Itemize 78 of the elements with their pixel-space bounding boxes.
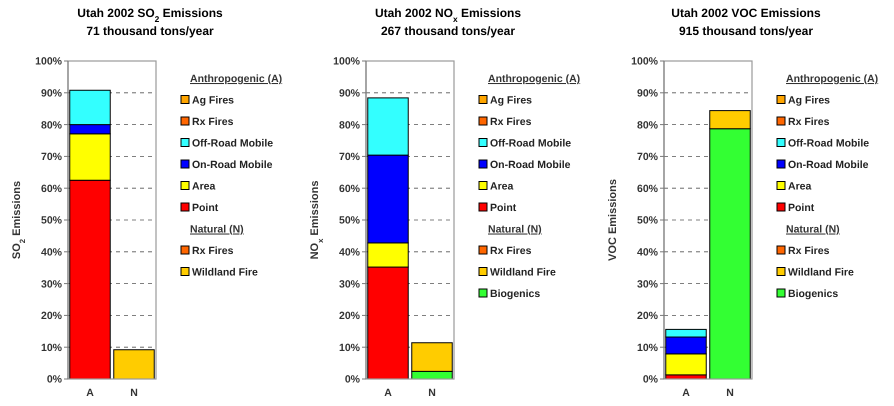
y-tick-label: 40%	[338, 246, 361, 258]
y-tick-label: 80%	[636, 119, 659, 132]
chart-title: Utah 2002 SO$_{2}$ Emissions	[77, 6, 224, 24]
legend-label: Rx Fires	[490, 116, 532, 128]
legend-label: Off-Road Mobile	[490, 138, 572, 150]
x-tick-label: A	[384, 387, 392, 399]
x-tick-label: A	[682, 387, 690, 399]
y-tick-label: 50%	[338, 214, 361, 227]
legend-label: Ag Fires	[192, 94, 234, 106]
x-tick-label: N	[130, 387, 138, 399]
legend-label: Biogenics	[788, 288, 838, 300]
y-tick-label: 0%	[46, 374, 63, 386]
y-tick-label: 10%	[338, 342, 361, 354]
text: Natural (N)	[488, 224, 542, 236]
y-tick-label: 90%	[338, 87, 361, 100]
chart-subtitle: 71 thousand tons/year	[86, 24, 214, 38]
y-tick-label: 10%	[636, 342, 659, 354]
y-tick-label: 30%	[338, 278, 361, 290]
y-tick-label: 70%	[338, 151, 361, 164]
legend-label: Off-Road Mobile	[192, 138, 274, 150]
y-tick-label: 80%	[40, 119, 63, 132]
chart-title: Utah 2002 NO$_{x}$ Emissions	[374, 6, 522, 24]
legend-label: Area	[192, 180, 216, 192]
y-tick-label: 10%	[40, 342, 63, 354]
y-tick-label: 20%	[40, 310, 63, 322]
y-tick-label: 20%	[338, 310, 361, 322]
text: Natural (N)	[786, 224, 840, 236]
y-tick-label: 80%	[338, 119, 361, 132]
legend-label: Rx Fires	[490, 245, 532, 257]
y-tick-label: 100%	[631, 56, 659, 68]
text: Anthropogenic (A)	[786, 73, 878, 85]
x-tick-label: N	[726, 387, 734, 399]
text: Natural (N)	[190, 224, 244, 236]
y-tick-label: 70%	[40, 151, 63, 164]
legend-label: Off-Road Mobile	[788, 138, 870, 150]
legend-label: Point	[788, 202, 815, 214]
y-tick-label: 60%	[40, 182, 63, 195]
y-tick-label: 70%	[636, 151, 659, 164]
legend-label: Biogenics	[490, 288, 540, 300]
y-tick-label: 100%	[35, 56, 63, 68]
y-tick-label: 60%	[636, 182, 659, 195]
chart-subtitle: 915 thousand tons/year	[678, 24, 814, 38]
y-tick-label: 0%	[642, 374, 659, 386]
y-tick-label: 90%	[40, 87, 63, 100]
legend-label: Point	[490, 202, 517, 214]
y-tick-label: 40%	[40, 246, 63, 258]
y-tick-label: 60%	[338, 182, 361, 195]
y-tick-label: 50%	[40, 214, 63, 227]
chart-subtitle: 267 thousand tons/year	[380, 24, 516, 38]
legend-label: Wildland Fire	[788, 266, 854, 278]
legend-label: On-Road Mobile	[788, 159, 869, 171]
y-tick-label: 90%	[636, 87, 659, 100]
y-tick-label: 30%	[40, 278, 63, 290]
legend-label: Rx Fires	[192, 245, 234, 257]
y-tick-label: 0%	[344, 374, 361, 386]
y-tick-label: 100%	[333, 56, 361, 68]
y-tick-label: 50%	[636, 214, 659, 227]
legend-label: On-Road Mobile	[192, 159, 273, 171]
text: Anthropogenic (A)	[190, 73, 282, 85]
legend-label: Rx Fires	[192, 116, 234, 128]
legend-label: On-Road Mobile	[490, 159, 571, 171]
legend-label: Rx Fires	[788, 245, 830, 257]
legend-label: Rx Fires	[788, 116, 830, 128]
legend-label: Area	[788, 180, 812, 192]
y-tick-label: 30%	[636, 278, 659, 290]
legend-label: Ag Fires	[490, 94, 532, 106]
y-tick-label: 40%	[636, 246, 659, 258]
x-tick-label: N	[428, 387, 436, 399]
legend-label: Area	[490, 180, 514, 192]
chart-title: Utah 2002 VOC Emissions	[671, 6, 822, 20]
legend-label: Ag Fires	[788, 94, 830, 106]
x-tick-label: A	[86, 387, 94, 399]
legend-label: Wildland Fire	[192, 266, 258, 278]
text: Anthropogenic (A)	[488, 73, 580, 85]
legend-label: Wildland Fire	[490, 266, 556, 278]
y-tick-label: 20%	[636, 310, 659, 322]
y-axis-title: VOC Emissions	[607, 179, 619, 261]
legend-label: Point	[192, 202, 219, 214]
